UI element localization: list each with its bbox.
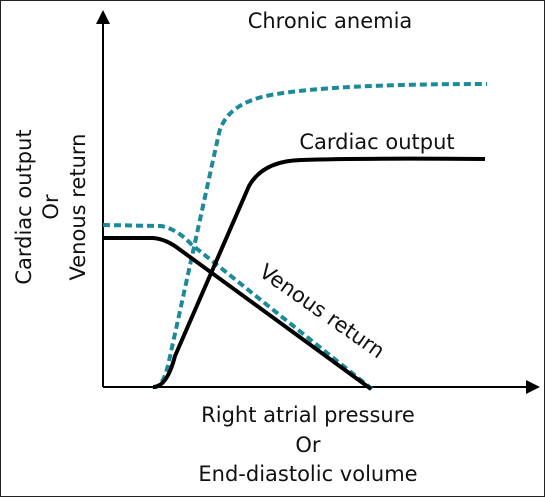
diagram-title: Chronic anemia [248, 9, 413, 33]
cardiac-output-curve [152, 156, 486, 389]
y-axis-label-line2: Or [39, 194, 63, 220]
x-axis-label-line3: End-diastolic volume [198, 462, 417, 486]
anemia-cardiac-output-curve [152, 82, 488, 390]
y-axis-label-line3: Venous return [66, 134, 90, 281]
y-axis-label-line1: Cardiac output [12, 129, 36, 284]
anemia-venous-return-curve [102, 223, 374, 391]
venous-return-curve [103, 236, 373, 391]
x-axis-label-line2: Or [295, 433, 321, 457]
cardiac-output-curve-label: Cardiac output [299, 130, 454, 154]
x-axis-label-line1: Right atrial pressure [201, 403, 415, 427]
